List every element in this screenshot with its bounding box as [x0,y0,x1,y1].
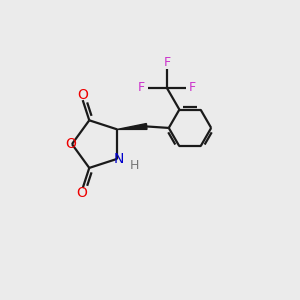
Text: O: O [76,186,87,200]
Text: F: F [163,56,170,69]
Text: H: H [130,159,139,172]
Text: N: N [113,152,124,166]
Text: F: F [138,81,145,94]
Text: O: O [65,137,76,151]
Polygon shape [117,124,147,129]
Text: F: F [189,81,196,94]
Text: O: O [77,88,88,102]
